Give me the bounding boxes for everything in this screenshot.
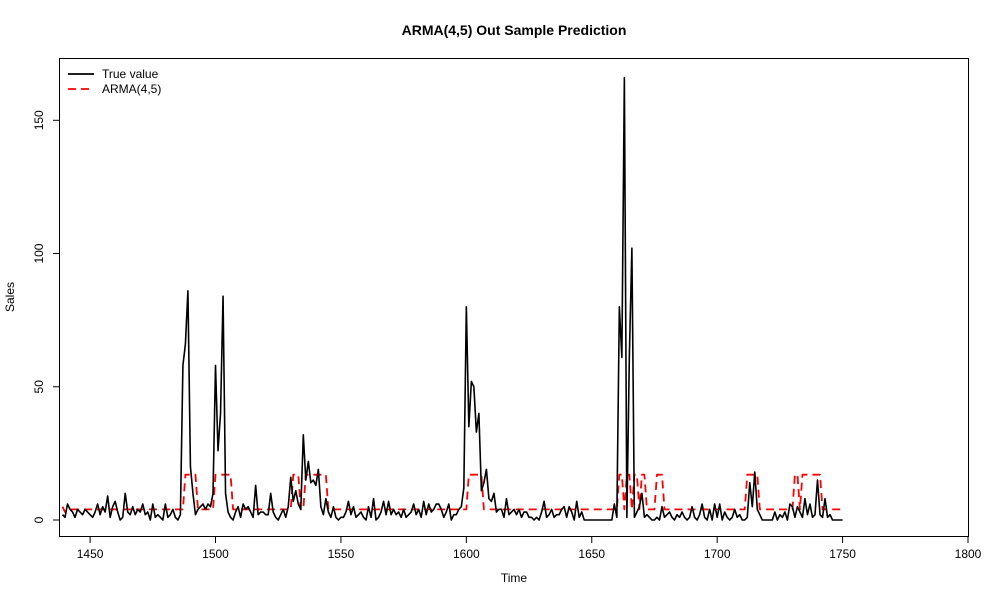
y-tick-label: 0 bbox=[32, 516, 46, 523]
series-line-true-value bbox=[61, 76, 843, 521]
y-axis: 0 50 100 150 bbox=[32, 110, 60, 523]
legend-label: ARMA(4,5) bbox=[102, 82, 161, 96]
x-tick-label: 1650 bbox=[578, 547, 605, 561]
chart-title: ARMA(4,5) Out Sample Prediction bbox=[402, 22, 627, 38]
x-tick-label: 1500 bbox=[202, 547, 229, 561]
x-tick-label: 1750 bbox=[829, 547, 856, 561]
series-line-arma-4-5 bbox=[61, 473, 843, 513]
x-tick-label: 1450 bbox=[77, 547, 104, 561]
y-tick-label: 50 bbox=[32, 380, 46, 394]
x-tick-label: 1700 bbox=[704, 547, 731, 561]
x-tick-label: 1800 bbox=[955, 547, 982, 561]
plot-frame bbox=[59, 58, 969, 537]
legend-label: True value bbox=[102, 67, 159, 81]
x-tick-label: 1600 bbox=[453, 547, 480, 561]
x-axis-label: Time bbox=[501, 571, 528, 585]
plot-area bbox=[61, 76, 843, 521]
x-tick-label: 1550 bbox=[328, 547, 355, 561]
x-axis: 1450 1500 1550 1600 1650 1700 1750 1800 bbox=[77, 536, 982, 561]
y-tick-label: 100 bbox=[32, 243, 46, 263]
y-axis-label: Sales bbox=[3, 282, 17, 312]
y-tick-label: 150 bbox=[32, 110, 46, 130]
